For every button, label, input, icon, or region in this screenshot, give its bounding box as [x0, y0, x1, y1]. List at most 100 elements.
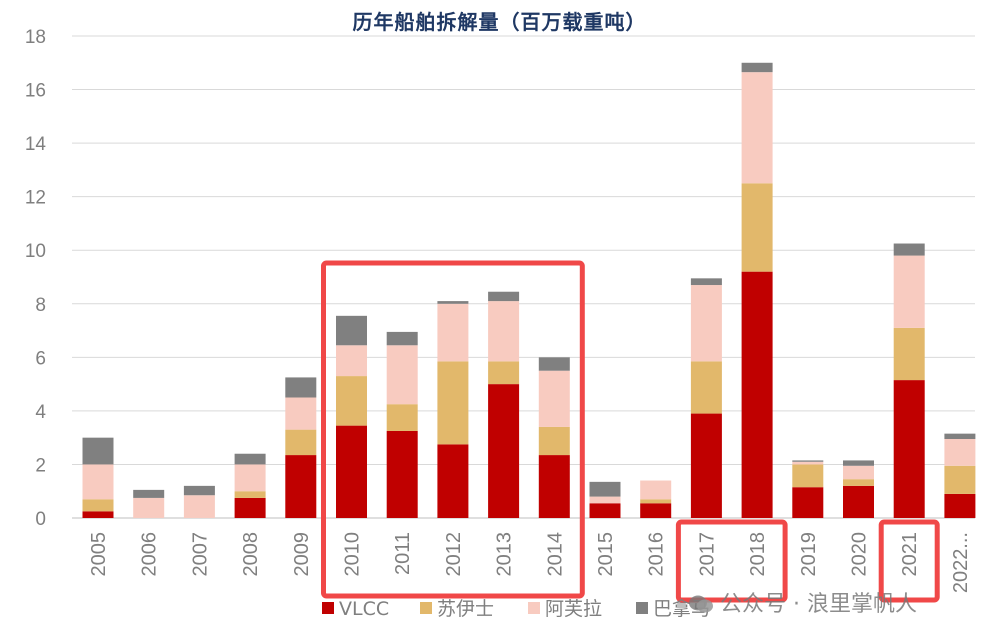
x-tick-label: 2021 — [899, 532, 921, 577]
x-tick-label: 2006 — [139, 532, 161, 577]
y-tick-label: 4 — [35, 402, 46, 423]
bar-segment — [741, 72, 773, 184]
x-tick-label: 2018 — [747, 532, 769, 577]
bar-segment — [133, 489, 165, 498]
legend-swatch — [420, 602, 432, 614]
y-axis-ticks: 0 2 4 6 8 10 12 14 16 18 — [25, 27, 47, 530]
x-tick-label: 2015 — [595, 532, 617, 577]
bar-segment — [538, 455, 570, 518]
x-tick-label: 2020 — [849, 532, 871, 577]
x-tick-label: 2012 — [443, 532, 465, 577]
bar-segment — [893, 327, 925, 381]
bar-segment — [589, 496, 621, 504]
bar-segment — [792, 461, 824, 465]
bar-segment — [944, 433, 976, 440]
x-tick-label: 2008 — [240, 532, 262, 577]
x-tick-label: 2017 — [696, 532, 718, 577]
bar-segment — [640, 480, 672, 500]
legend-label: VLCC — [339, 598, 389, 620]
bar-segment — [843, 479, 874, 486]
y-tick-label: 16 — [25, 81, 46, 102]
y-tick-label: 0 — [35, 509, 46, 530]
legend: VLCC 苏伊士 阿芙拉 巴拿马 — [322, 597, 710, 620]
bar-segment — [893, 380, 925, 518]
bar-segment — [336, 376, 367, 426]
bar-segment — [82, 499, 114, 512]
legend-label: 阿芙拉 — [545, 598, 602, 620]
bar-segment — [234, 497, 266, 518]
bar-segment — [183, 495, 215, 518]
bar-segment — [538, 357, 570, 371]
bar-segment — [792, 464, 824, 488]
x-tick-label: 2007 — [189, 532, 211, 577]
bar-segment — [893, 243, 925, 256]
grid-lines — [72, 35, 975, 519]
bar-segment — [843, 465, 874, 480]
y-tick-label: 14 — [25, 134, 47, 155]
bar-segment — [944, 465, 976, 494]
bar-segment — [538, 426, 570, 456]
bar-segment — [741, 62, 773, 73]
x-tick-label: 2005 — [88, 532, 110, 577]
bar-segment — [437, 361, 469, 445]
bar-segment — [234, 491, 266, 498]
bar-segment — [690, 361, 722, 414]
bar-segment — [792, 487, 824, 518]
bar-segment — [285, 377, 317, 398]
y-tick-label: 6 — [35, 348, 46, 369]
x-tick-label: 2010 — [342, 532, 364, 577]
bar-segment — [386, 404, 418, 431]
bars — [82, 62, 976, 518]
x-tick-label: 2013 — [494, 532, 516, 577]
bar-segment — [589, 481, 621, 497]
watermark-text: 公众号 · 浪里掌帆人 — [720, 592, 917, 617]
y-tick-label: 10 — [25, 241, 46, 262]
x-tick-label: 2019 — [798, 532, 820, 577]
bar-segment — [741, 271, 773, 518]
x-axis-ticks: 2005 2006 2007 2008 2009 2010 2011 2012 2013 2014… — [88, 532, 972, 593]
bar-segment — [741, 183, 773, 272]
bar-segment — [589, 503, 621, 518]
bar-segment — [792, 460, 824, 462]
bar-segment — [893, 255, 925, 328]
bar-segment — [640, 499, 672, 504]
watermark: 公众号 · 浪里掌帆人 — [688, 586, 917, 618]
bar-segment — [488, 361, 520, 385]
bar-segment — [437, 301, 469, 304]
x-tick-label: 2009 — [291, 532, 313, 577]
bar-segment — [843, 460, 874, 466]
bar-segment — [386, 331, 418, 346]
bar-segment — [488, 384, 520, 518]
x-tick-label: 2014 — [544, 532, 566, 577]
bar-segment — [386, 345, 418, 405]
bar-segment — [690, 413, 722, 518]
legend-label: 苏伊士 — [437, 598, 494, 620]
legend-swatch — [528, 602, 540, 614]
highlight-box — [878, 519, 940, 603]
wechat-icon — [689, 595, 713, 613]
bar-segment — [234, 453, 266, 465]
bar-segment — [944, 439, 976, 466]
bar-segment — [336, 315, 367, 346]
bar-segment — [234, 464, 266, 492]
bar-segment — [437, 444, 469, 518]
y-tick-label: 8 — [35, 295, 46, 316]
chart-title: 历年船舶拆解量（百万载重吨） — [352, 10, 647, 34]
x-tick-label: 2011 — [392, 532, 414, 575]
bar-segment — [843, 485, 874, 518]
bar-segment — [690, 278, 722, 286]
bar-segment — [690, 285, 722, 362]
bar-segment — [285, 397, 317, 430]
bar-segment — [133, 497, 165, 518]
bar-segment — [437, 303, 469, 362]
bar-segment — [285, 455, 317, 518]
bar-segment — [336, 345, 367, 377]
bar-segment — [285, 429, 317, 456]
y-tick-label: 18 — [25, 27, 46, 48]
legend-swatch — [636, 602, 648, 614]
y-tick-label: 12 — [25, 188, 46, 209]
bar-segment — [183, 485, 215, 496]
bar-segment — [640, 503, 672, 518]
bar-segment — [82, 464, 114, 500]
